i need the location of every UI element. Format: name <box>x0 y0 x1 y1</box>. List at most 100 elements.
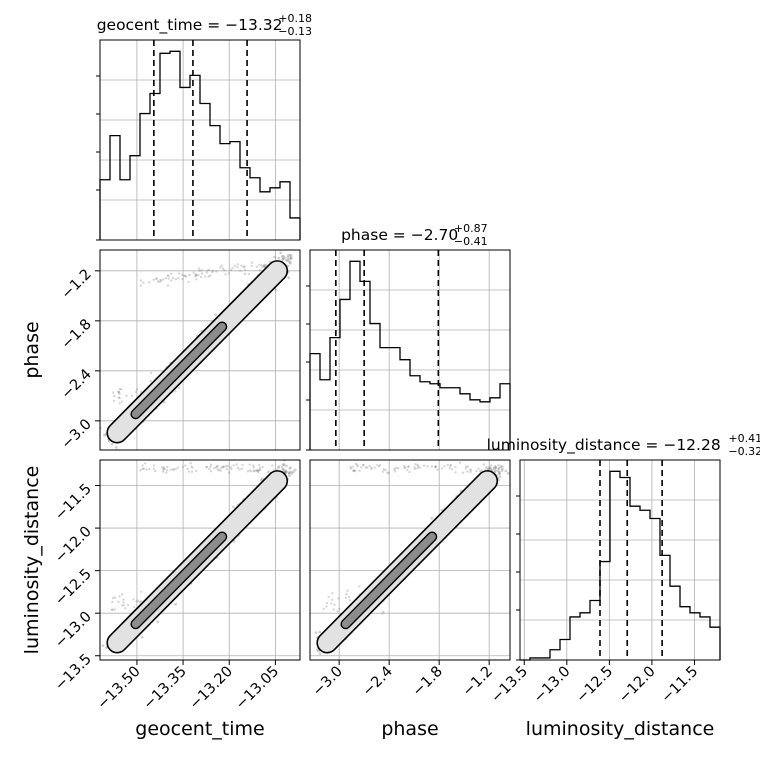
sample-point <box>132 598 135 601</box>
sample-point <box>166 469 169 472</box>
sample-point <box>110 608 114 611</box>
sample-point <box>141 467 144 471</box>
sample-point <box>215 466 218 469</box>
sample-point <box>344 596 348 599</box>
sample-point <box>282 463 285 466</box>
sample-point <box>135 388 139 391</box>
title-lower-error: −0.32 <box>728 445 760 458</box>
y-tick-label: −13.0 <box>52 609 95 652</box>
sample-point <box>493 465 497 468</box>
sample-point <box>337 597 340 600</box>
sample-point <box>370 467 373 471</box>
sample-point <box>219 467 222 470</box>
sample-point <box>197 273 200 277</box>
sample-point <box>284 470 287 474</box>
x-tick-label: −13.0 <box>531 664 574 707</box>
sample-point <box>205 465 208 469</box>
sample-point <box>204 275 207 278</box>
sample-point <box>195 273 198 277</box>
sample-point <box>426 465 429 468</box>
panel-frame <box>99 39 301 241</box>
sample-point <box>113 394 116 398</box>
sample-point <box>213 467 216 470</box>
sample-point <box>488 465 491 469</box>
panel-title-luminosity_distance: luminosity_distance = −12.28 +0.41−0.32 <box>487 432 760 458</box>
sample-point <box>148 467 151 471</box>
sample-point <box>489 468 493 472</box>
sample-point <box>277 256 281 260</box>
histogram-step-line <box>309 260 511 450</box>
panel-frame <box>309 249 511 451</box>
sample-point <box>282 463 286 467</box>
sample-point <box>155 277 158 280</box>
y-tick-label: −1.8 <box>59 316 95 352</box>
sample-point <box>139 279 143 282</box>
sample-point <box>156 620 160 624</box>
sample-point <box>497 467 500 471</box>
sample-point <box>165 471 168 474</box>
sample-point <box>187 280 190 284</box>
sample-point <box>240 467 243 470</box>
sample-point <box>469 470 472 474</box>
sample-point <box>261 466 264 469</box>
sample-point <box>111 596 115 600</box>
sample-point <box>376 464 379 467</box>
sample-point <box>351 465 354 468</box>
sample-point <box>172 468 175 472</box>
panel-frame <box>309 459 511 661</box>
sample-point <box>181 277 184 281</box>
histogram-step-line <box>520 470 721 661</box>
sample-point <box>327 595 330 599</box>
sample-point <box>221 466 224 469</box>
sample-point <box>288 260 291 264</box>
sample-point <box>155 277 158 280</box>
sample-point <box>215 465 218 468</box>
sample-point <box>263 263 266 267</box>
sample-point <box>322 607 325 610</box>
panel-frame <box>99 459 301 661</box>
sample-point <box>478 470 482 473</box>
sample-point <box>469 468 472 471</box>
sample-point <box>238 468 241 471</box>
sample-point <box>141 464 144 467</box>
sample-point <box>292 470 295 474</box>
sample-point <box>497 469 500 473</box>
sample-point <box>232 505 235 509</box>
sample-point <box>135 600 138 603</box>
sample-point <box>112 391 115 394</box>
sample-point <box>165 465 169 469</box>
sample-point <box>271 464 274 467</box>
sample-point <box>364 466 367 469</box>
sample-point <box>362 463 365 467</box>
sample-point <box>250 264 254 268</box>
sample-point <box>281 257 285 261</box>
x-tick-label: −13.05 <box>233 664 282 713</box>
sample-point <box>220 264 223 267</box>
sample-point <box>191 466 194 469</box>
x-tick-label: −13.50 <box>94 664 143 713</box>
sample-point <box>235 463 238 466</box>
scatter-panel-geocent_time-vs-phase <box>99 249 301 451</box>
sample-point <box>288 254 292 257</box>
sample-point <box>150 372 153 375</box>
panel-frame <box>519 459 721 661</box>
sample-point <box>258 464 261 467</box>
sample-point <box>349 466 352 469</box>
sample-point <box>236 466 240 470</box>
title-lower-error: −0.41 <box>454 235 488 248</box>
sample-point <box>466 465 470 468</box>
sample-point <box>494 466 498 469</box>
y-axis-label-luminosity_distance: luminosity_distance <box>21 466 43 655</box>
sample-point <box>480 469 483 472</box>
sample-point <box>500 465 504 468</box>
sample-point <box>209 274 212 277</box>
sample-point <box>475 469 478 473</box>
sample-point <box>289 254 293 258</box>
sample-point <box>325 602 329 605</box>
sample-point <box>178 272 181 275</box>
sample-point <box>112 399 116 403</box>
sample-point <box>140 590 143 593</box>
sample-point <box>416 463 419 467</box>
sample-point <box>284 469 288 472</box>
sample-point <box>387 471 390 475</box>
